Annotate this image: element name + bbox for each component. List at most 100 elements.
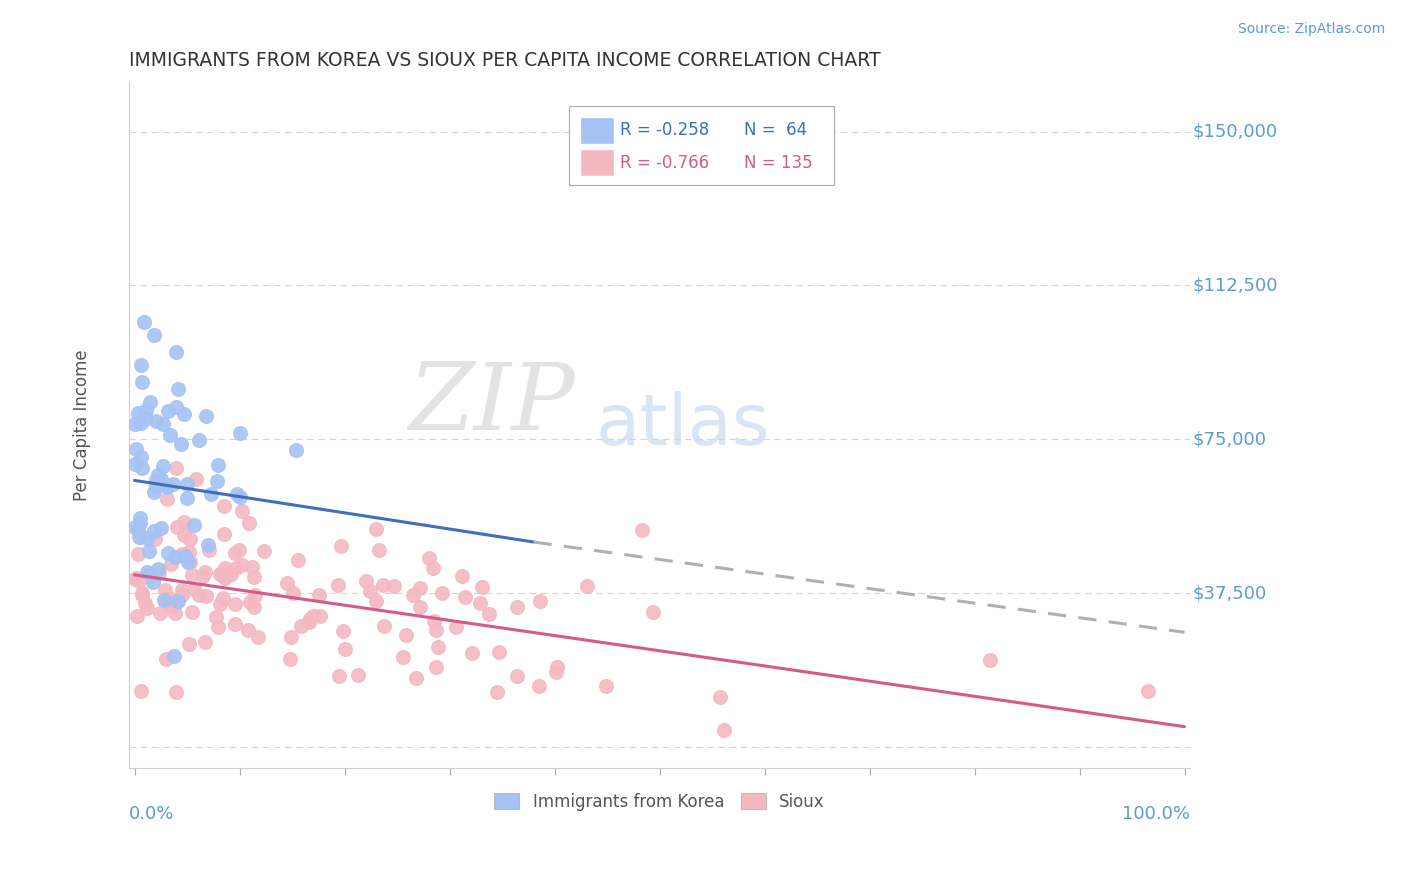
Point xyxy=(228,490,250,504)
Text: N =  64: N = 64 xyxy=(744,121,807,139)
Point xyxy=(127,548,149,562)
Point xyxy=(188,589,211,603)
Point xyxy=(283,586,305,600)
Point xyxy=(529,679,551,693)
Point xyxy=(160,558,183,572)
Point xyxy=(129,450,152,464)
Point xyxy=(418,550,440,565)
Point xyxy=(280,651,302,665)
Point xyxy=(576,579,599,593)
Point xyxy=(152,417,174,432)
Point xyxy=(207,620,229,634)
Point xyxy=(163,649,186,664)
Point xyxy=(156,480,179,494)
Point xyxy=(134,596,156,610)
Point xyxy=(165,400,187,414)
Text: Per Capita Income: Per Capita Income xyxy=(73,349,90,500)
Point xyxy=(422,614,444,628)
Point xyxy=(132,314,155,328)
Point xyxy=(157,591,180,605)
Point xyxy=(229,425,252,440)
Text: R = -0.258: R = -0.258 xyxy=(620,121,710,139)
Point xyxy=(231,504,253,518)
Point xyxy=(138,544,160,558)
Point xyxy=(207,474,229,488)
Point xyxy=(166,520,188,534)
Point xyxy=(186,472,208,486)
Point xyxy=(136,566,159,580)
Point xyxy=(330,540,353,554)
Point xyxy=(129,530,152,544)
Point xyxy=(204,610,226,624)
Point xyxy=(170,547,193,561)
Text: Source: ZipAtlas.com: Source: ZipAtlas.com xyxy=(1237,22,1385,37)
Point xyxy=(354,574,377,588)
Point xyxy=(546,665,568,680)
Text: $112,500: $112,500 xyxy=(1192,277,1278,294)
Point xyxy=(225,561,247,575)
Point xyxy=(145,414,167,428)
Point xyxy=(506,600,529,615)
Text: 100.0%: 100.0% xyxy=(1122,805,1189,823)
Point xyxy=(409,599,432,614)
Point xyxy=(124,417,146,432)
Point xyxy=(546,660,568,674)
Point xyxy=(128,530,150,544)
Point xyxy=(139,394,162,409)
Point xyxy=(153,593,176,607)
Point xyxy=(373,619,395,633)
Point xyxy=(221,566,243,581)
Point xyxy=(214,561,236,575)
FancyBboxPatch shape xyxy=(581,149,614,176)
Point xyxy=(332,624,354,638)
Point xyxy=(124,457,146,471)
Point xyxy=(444,620,467,634)
Point xyxy=(177,545,200,559)
Point xyxy=(165,344,187,359)
Point xyxy=(135,411,157,425)
Point xyxy=(194,634,217,648)
Point xyxy=(253,543,276,558)
Point xyxy=(143,532,166,546)
Point xyxy=(529,594,551,608)
Point xyxy=(163,549,186,564)
Point xyxy=(212,591,235,606)
Point xyxy=(157,597,180,611)
Point xyxy=(236,624,259,638)
Point xyxy=(328,578,350,592)
Point xyxy=(478,607,501,622)
Point xyxy=(247,630,270,644)
Point xyxy=(346,667,368,681)
Point xyxy=(359,584,381,599)
Point xyxy=(124,572,146,586)
Point xyxy=(170,588,193,602)
Point xyxy=(135,531,157,545)
Point xyxy=(486,685,509,699)
Point xyxy=(146,562,169,576)
Point xyxy=(425,623,447,637)
Point xyxy=(595,679,617,693)
Point xyxy=(176,491,198,505)
Point xyxy=(364,522,387,536)
Point xyxy=(207,458,229,472)
Point xyxy=(149,606,172,620)
Point xyxy=(392,649,415,664)
Point xyxy=(128,574,150,588)
Point xyxy=(430,586,453,600)
Point xyxy=(143,484,166,499)
Point xyxy=(461,646,484,660)
Legend: Immigrants from Korea, Sioux: Immigrants from Korea, Sioux xyxy=(488,786,831,818)
Point xyxy=(157,479,180,493)
Point xyxy=(979,653,1001,667)
Point xyxy=(155,491,177,506)
Point xyxy=(197,538,219,552)
Point xyxy=(641,605,664,619)
Point xyxy=(243,588,266,602)
Point xyxy=(224,617,246,632)
Point xyxy=(165,685,187,699)
Point xyxy=(124,519,146,533)
Point xyxy=(451,569,474,583)
Point xyxy=(298,615,321,630)
Point xyxy=(194,409,217,423)
Text: N = 135: N = 135 xyxy=(744,153,813,171)
